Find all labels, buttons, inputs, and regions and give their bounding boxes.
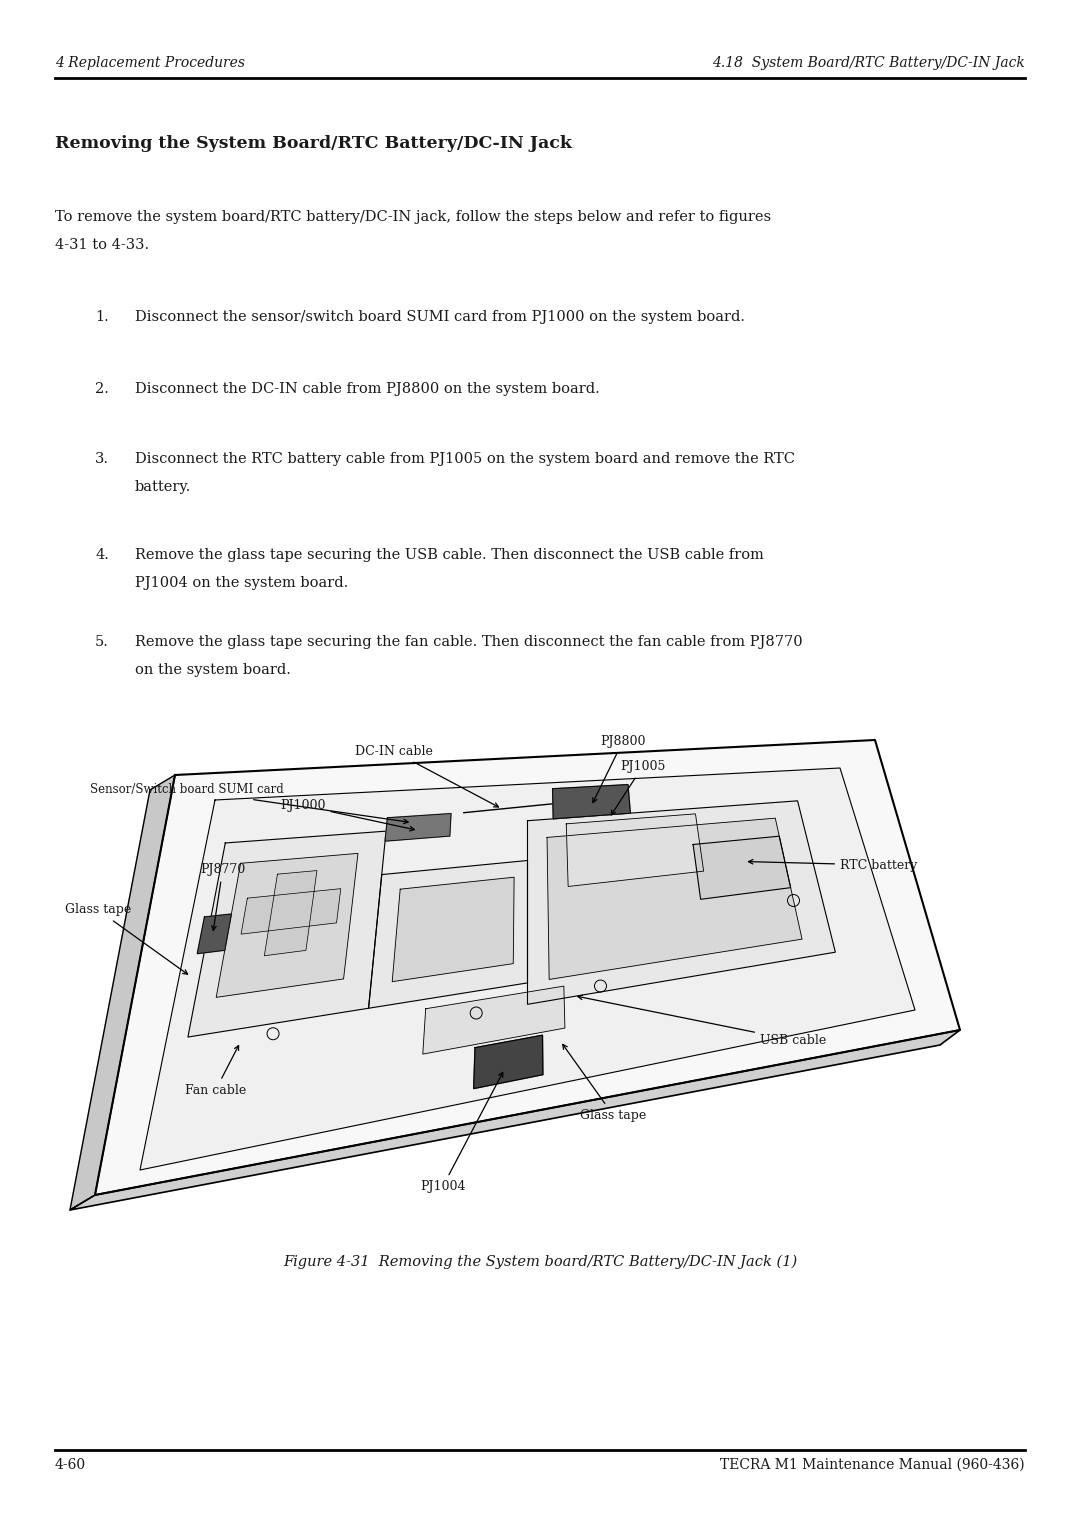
Text: 4-31 to 4-33.: 4-31 to 4-33. bbox=[55, 238, 149, 252]
Text: 4.: 4. bbox=[95, 547, 109, 563]
Text: Remove the glass tape securing the USB cable. Then disconnect the USB cable from: Remove the glass tape securing the USB c… bbox=[135, 547, 764, 563]
Text: 5.: 5. bbox=[95, 634, 109, 650]
Text: 4.18  System Board/RTC Battery/DC-IN Jack: 4.18 System Board/RTC Battery/DC-IN Jack bbox=[712, 56, 1025, 70]
Text: 4 Replacement Procedures: 4 Replacement Procedures bbox=[55, 56, 245, 70]
Polygon shape bbox=[188, 831, 386, 1037]
Text: Disconnect the sensor/switch board SUMI card from PJ1000 on the system board.: Disconnect the sensor/switch board SUMI … bbox=[135, 310, 745, 323]
Polygon shape bbox=[474, 1035, 543, 1089]
Text: on the system board.: on the system board. bbox=[135, 663, 291, 677]
Polygon shape bbox=[70, 775, 175, 1209]
Polygon shape bbox=[422, 987, 565, 1054]
Polygon shape bbox=[70, 1029, 960, 1209]
Text: Disconnect the DC‑IN cable from PJ8800 on the system board.: Disconnect the DC‑IN cable from PJ8800 o… bbox=[135, 381, 599, 396]
Text: TECRA M1 Maintenance Manual (960-436): TECRA M1 Maintenance Manual (960-436) bbox=[720, 1458, 1025, 1472]
Text: Remove the glass tape securing the fan cable. Then disconnect the fan cable from: Remove the glass tape securing the fan c… bbox=[135, 634, 802, 650]
Polygon shape bbox=[368, 860, 527, 1008]
Text: PJ1004: PJ1004 bbox=[420, 1072, 503, 1193]
Text: Sensor/Switch board SUMI card: Sensor/Switch board SUMI card bbox=[90, 784, 408, 824]
Polygon shape bbox=[693, 836, 791, 900]
Polygon shape bbox=[265, 871, 316, 956]
Polygon shape bbox=[386, 813, 451, 842]
Polygon shape bbox=[527, 801, 835, 1005]
Text: Removing the System Board/RTC Battery/DC-IN Jack: Removing the System Board/RTC Battery/DC… bbox=[55, 136, 572, 152]
Polygon shape bbox=[95, 740, 960, 1196]
Text: battery.: battery. bbox=[135, 480, 191, 494]
Text: 3.: 3. bbox=[95, 451, 109, 467]
Polygon shape bbox=[198, 913, 231, 953]
Polygon shape bbox=[392, 877, 514, 982]
Text: RTC battery: RTC battery bbox=[748, 859, 917, 871]
Text: PJ1005: PJ1005 bbox=[611, 759, 665, 814]
Text: To remove the system board/RTC battery/DC‑IN jack, follow the steps below and re: To remove the system board/RTC battery/D… bbox=[55, 210, 771, 224]
Polygon shape bbox=[548, 819, 802, 979]
Polygon shape bbox=[566, 814, 704, 886]
Text: Fan cable: Fan cable bbox=[185, 1046, 246, 1096]
Text: Disconnect the RTC battery cable from PJ1005 on the system board and remove the : Disconnect the RTC battery cable from PJ… bbox=[135, 451, 795, 467]
Text: 4-60: 4-60 bbox=[55, 1458, 86, 1472]
Text: PJ1004 on the system board.: PJ1004 on the system board. bbox=[135, 576, 348, 590]
Text: PJ8770: PJ8770 bbox=[200, 863, 245, 930]
Text: Figure 4-31  Removing the System board/RTC Battery/DC-IN Jack (1): Figure 4-31 Removing the System board/RT… bbox=[283, 1255, 797, 1269]
Text: PJ8800: PJ8800 bbox=[593, 735, 646, 802]
Text: 2.: 2. bbox=[95, 381, 109, 396]
Text: PJ1000: PJ1000 bbox=[280, 799, 415, 831]
Text: Glass tape: Glass tape bbox=[65, 903, 188, 974]
Text: USB cable: USB cable bbox=[578, 996, 826, 1046]
Polygon shape bbox=[553, 784, 631, 819]
Text: Glass tape: Glass tape bbox=[563, 1045, 646, 1121]
Text: 1.: 1. bbox=[95, 310, 109, 323]
Polygon shape bbox=[140, 769, 915, 1170]
Polygon shape bbox=[216, 854, 357, 997]
Polygon shape bbox=[241, 889, 341, 935]
Text: DC-IN cable: DC-IN cable bbox=[355, 746, 499, 807]
